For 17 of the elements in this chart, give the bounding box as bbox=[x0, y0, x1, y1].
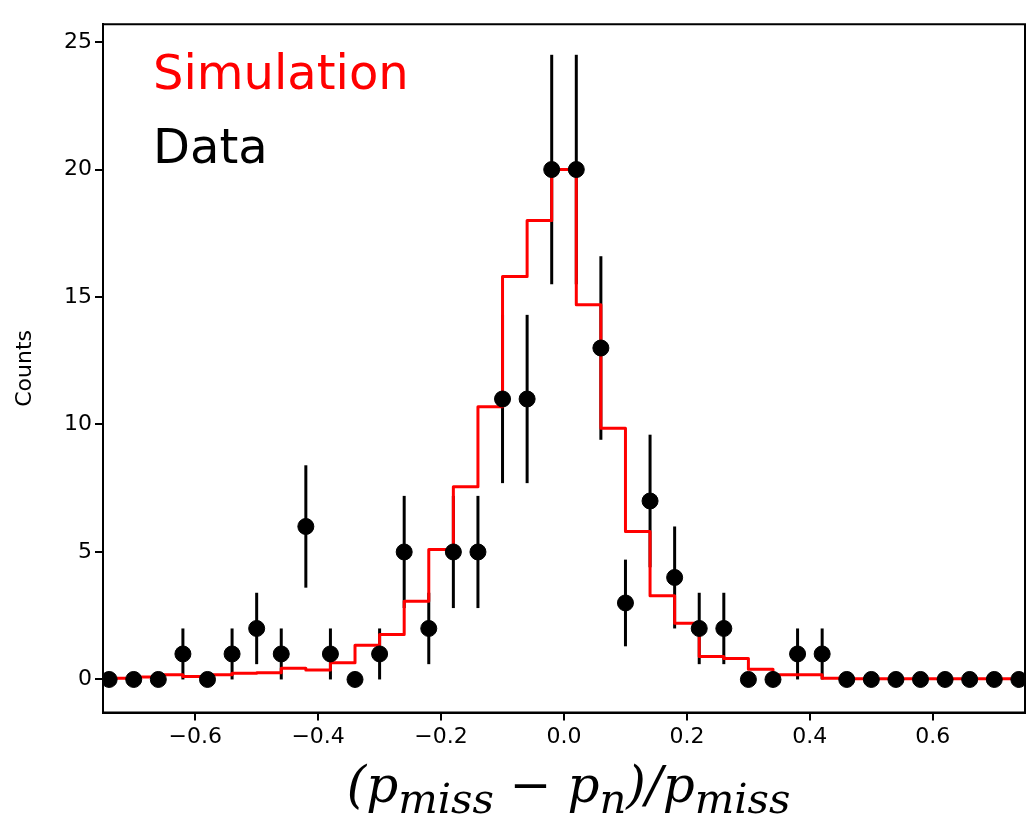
text: Simulation bbox=[153, 43, 409, 100]
x-tick-label: 0.4 bbox=[792, 722, 828, 748]
x-tick-label: −0.4 bbox=[291, 722, 345, 748]
x-axis-title: (p$_{miss}$ − p$_{n}$)/p$_{miss}$ bbox=[345, 755, 792, 825]
x-tick-label: −0.2 bbox=[414, 722, 468, 748]
x-tick-label: 0.6 bbox=[915, 722, 951, 748]
y-tick-label: 5 bbox=[78, 537, 92, 563]
y-tick-label: 10 bbox=[64, 410, 92, 436]
y-tick-label: 0 bbox=[78, 665, 92, 691]
y-tick-label: 25 bbox=[64, 27, 92, 53]
y-axis-title: Counts bbox=[10, 330, 36, 407]
x-tick-label: 0.0 bbox=[546, 722, 582, 748]
y-tick-label: 15 bbox=[64, 282, 92, 308]
text: Data bbox=[153, 117, 268, 174]
x-tick-label: 0.2 bbox=[669, 722, 705, 748]
x-tick-label: −0.6 bbox=[168, 722, 222, 748]
y-tick-label: 20 bbox=[64, 155, 92, 181]
